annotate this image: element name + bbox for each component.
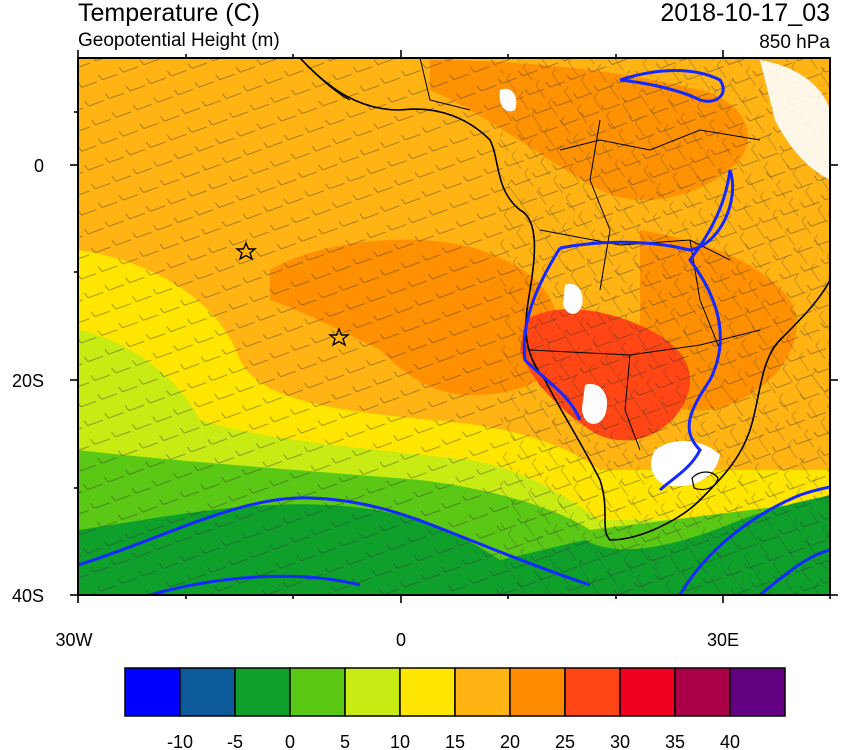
colorbar-label: 10 xyxy=(390,732,410,750)
plot-subtitle: Geopotential Height (m) xyxy=(78,30,280,51)
x-tick-label: 30E xyxy=(707,630,739,650)
temperature-field xyxy=(78,58,830,595)
tick-marks xyxy=(70,50,838,603)
colorbar-swatch xyxy=(619,667,676,717)
colorbar-swatch xyxy=(564,667,621,717)
colorbar-swatch xyxy=(509,667,566,717)
colorbar-label: 15 xyxy=(445,732,465,750)
colorbar-label: 20 xyxy=(500,732,520,750)
x-tick-label: 30W xyxy=(55,630,92,650)
colorbar-swatch xyxy=(234,667,291,717)
colorbar-label: -5 xyxy=(227,732,243,750)
valid-time: 2018-10-17_03 xyxy=(660,0,830,27)
colorbar-swatch xyxy=(399,667,456,717)
colorbar-label: 0 xyxy=(285,732,295,750)
colorbar-swatch xyxy=(289,667,346,717)
colorbar-swatch xyxy=(454,667,511,717)
plot-frame xyxy=(77,57,831,596)
x-tick-label: 0 xyxy=(396,630,406,650)
colorbar-label: 35 xyxy=(665,732,685,750)
colorbar-label: 25 xyxy=(555,732,575,750)
colorbar-swatch xyxy=(124,667,181,717)
y-tick-label: 20S xyxy=(12,371,44,391)
colorbar-label: 40 xyxy=(720,732,740,750)
colorbar-label: 5 xyxy=(340,732,350,750)
colorbar-swatch xyxy=(729,667,786,717)
y-tick-label: 40S xyxy=(12,586,44,606)
colorbar-swatch xyxy=(344,667,401,717)
colorbar-swatch xyxy=(179,667,236,717)
colorbar-swatch xyxy=(674,667,731,717)
colorbar-label: 30 xyxy=(610,732,630,750)
pressure-level: 850 hPa xyxy=(759,32,830,53)
colorbar: -10 -5 0 5 10 15 20 25 30 35 40 xyxy=(124,667,786,750)
colorbar-label: -10 xyxy=(167,732,193,750)
plot-title: Temperature (C) xyxy=(78,0,260,27)
star-marker-icon xyxy=(235,241,257,261)
y-tick-label: 0 xyxy=(34,156,44,176)
star-marker-icon xyxy=(328,327,350,347)
